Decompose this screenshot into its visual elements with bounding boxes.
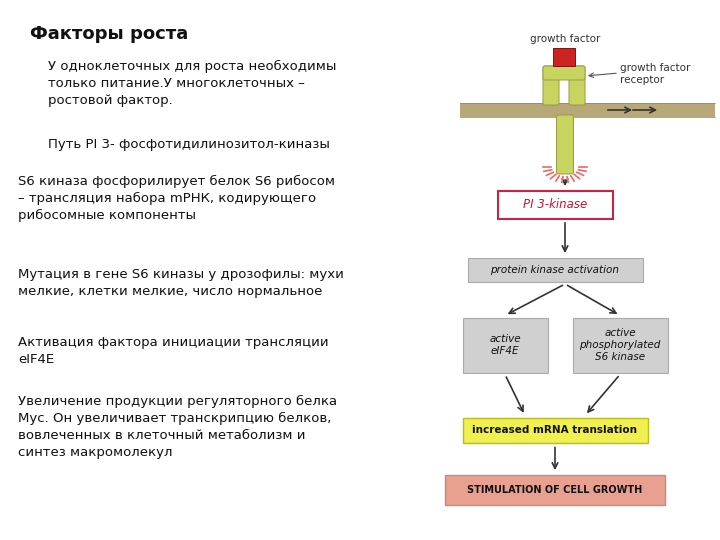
FancyBboxPatch shape bbox=[445, 475, 665, 505]
Bar bbox=[460, 103, 715, 117]
FancyBboxPatch shape bbox=[467, 258, 642, 282]
Text: Активация фактора инициации трансляции
eIF4E: Активация фактора инициации трансляции e… bbox=[18, 336, 328, 366]
FancyBboxPatch shape bbox=[569, 66, 585, 105]
Text: STIMULATION OF CELL GROWTH: STIMULATION OF CELL GROWTH bbox=[467, 485, 643, 495]
FancyBboxPatch shape bbox=[543, 66, 559, 105]
Text: active
phosphorylated
S6 kinase: active phosphorylated S6 kinase bbox=[580, 328, 661, 362]
FancyBboxPatch shape bbox=[462, 417, 647, 442]
Text: Факторы роста: Факторы роста bbox=[30, 25, 188, 43]
Text: PI 3-kinase: PI 3-kinase bbox=[523, 199, 587, 212]
Text: S6 киназа фосфорилирует белок S6 рибосом
– трансляция набора mРНК, кодирующего
р: S6 киназа фосфорилирует белок S6 рибосом… bbox=[18, 175, 335, 222]
FancyBboxPatch shape bbox=[557, 115, 574, 174]
Text: protein kinase activation: protein kinase activation bbox=[490, 265, 619, 275]
Text: increased mRNA translation: increased mRNA translation bbox=[472, 425, 637, 435]
Text: Мутация в гене S6 киназы у дрозофилы: мухи
мелкие, клетки мелкие, число нормальн: Мутация в гене S6 киназы у дрозофилы: му… bbox=[18, 268, 344, 298]
Text: Путь PI 3- фосфотидилинозитол-киназы: Путь PI 3- фосфотидилинозитол-киназы bbox=[48, 138, 330, 151]
Text: growth factor: growth factor bbox=[530, 34, 600, 44]
Bar bbox=[553, 48, 575, 66]
FancyBboxPatch shape bbox=[498, 191, 613, 219]
Text: active
eIF4E: active eIF4E bbox=[489, 334, 521, 356]
Text: Увеличение продукции регуляторного белка
Мyc. Он увеличивает транскрипцию белков: Увеличение продукции регуляторного белка… bbox=[18, 395, 337, 459]
Text: У одноклеточных для роста необходимы
только питание.У многоклеточных –
ростовой : У одноклеточных для роста необходимы тол… bbox=[48, 60, 336, 107]
FancyBboxPatch shape bbox=[543, 66, 585, 80]
Text: growth factor
receptor: growth factor receptor bbox=[620, 63, 690, 85]
FancyBboxPatch shape bbox=[462, 318, 547, 373]
FancyBboxPatch shape bbox=[572, 318, 667, 373]
